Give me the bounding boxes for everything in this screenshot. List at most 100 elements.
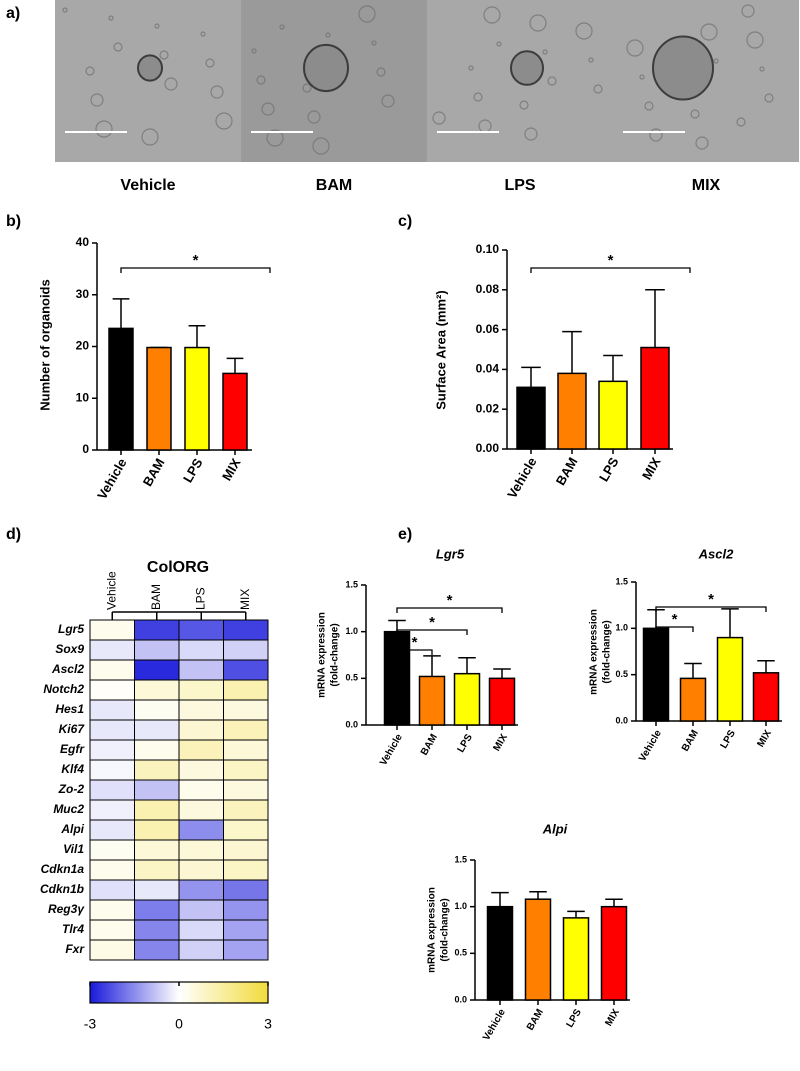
x-tick-label: BAM	[553, 455, 581, 488]
bar	[679, 677, 707, 722]
y-tick-label: 1.5	[454, 854, 467, 864]
heatmap-cell	[89, 679, 135, 701]
heatmap-cell	[178, 639, 224, 661]
x-tick-label: BAM	[680, 728, 701, 753]
heatmap-cell	[223, 639, 269, 661]
debris	[62, 7, 68, 13]
x-tick-label: LPS	[596, 454, 622, 484]
debris	[256, 75, 266, 85]
heatmap-cell	[223, 759, 269, 781]
x-tick-label: MIX	[603, 1007, 622, 1028]
row-label: Hes1	[55, 702, 84, 716]
heatmap-cell	[134, 799, 180, 821]
heatmap-cell	[89, 759, 135, 781]
heatmap-cell	[134, 739, 180, 761]
heatmap-cell	[134, 839, 180, 861]
heatmap-cell	[223, 699, 269, 721]
debris	[90, 93, 104, 107]
y-tick-label: 10	[76, 390, 90, 404]
debris	[279, 24, 285, 30]
debris	[713, 58, 719, 64]
debris	[542, 49, 548, 55]
image-label: Vehicle	[120, 177, 175, 194]
heatmap-cell	[89, 799, 135, 821]
row-label: Fxr	[65, 942, 85, 956]
heatmap-cell	[89, 819, 135, 841]
debris	[547, 76, 557, 86]
debris	[85, 66, 95, 76]
debris	[371, 40, 377, 46]
debris	[588, 57, 594, 63]
y-tick-label: 20	[76, 339, 90, 353]
row-label: Notch2	[43, 682, 84, 696]
y-tick-label: 1.0	[615, 623, 628, 633]
row-label: Alpi	[60, 822, 84, 836]
debris	[593, 84, 603, 94]
row-label: Reg3γ	[48, 902, 85, 916]
y-tick-label: 0.0	[345, 719, 358, 729]
heatmap-cell	[134, 859, 180, 881]
heatmap-cell	[134, 879, 180, 901]
debris	[205, 58, 215, 68]
y-tick-label: 0.5	[345, 673, 358, 683]
y-tick-label: 0.06	[476, 322, 500, 336]
y-tick-label: 40	[76, 235, 90, 249]
x-tick-label: Vehicle	[481, 1007, 508, 1043]
y-axis-label: mRNA expression	[427, 887, 438, 973]
heatmap-cell	[89, 839, 135, 861]
debris	[381, 94, 395, 108]
y-tick-label: 0.00	[476, 441, 500, 455]
heatmap-cell	[89, 779, 135, 801]
debris	[496, 41, 502, 47]
x-tick-label: MIX	[639, 454, 664, 482]
debris	[261, 102, 275, 116]
organoid	[510, 50, 544, 86]
heatmap-cell	[178, 619, 224, 641]
row-label: Ki67	[59, 722, 86, 736]
chart-title: Ascl2	[698, 546, 734, 561]
bar	[562, 917, 590, 1001]
heatmap-cell	[223, 879, 269, 901]
significance-label: *	[672, 611, 678, 628]
y-tick-label: 0.10	[476, 242, 500, 256]
heatmap-cell	[223, 679, 269, 701]
y-tick-label: 1.5	[615, 576, 628, 586]
heatmap-cell	[178, 899, 224, 921]
panel-label: c)	[398, 213, 412, 230]
debris	[154, 23, 160, 29]
panel-label: d)	[6, 526, 21, 543]
significance-label: *	[193, 252, 199, 269]
significance-bracket	[530, 267, 691, 273]
x-tick-label: MIX	[219, 455, 244, 483]
significance-bracket	[120, 267, 271, 273]
heatmap-cell	[223, 779, 269, 801]
bar	[222, 372, 248, 451]
row-label: Tlr4	[62, 922, 84, 936]
bar	[752, 672, 780, 722]
debris	[164, 77, 178, 91]
heatmap-cell	[134, 939, 180, 961]
heatmap-cell	[223, 659, 269, 681]
row-label: Cdkn1b	[40, 882, 84, 896]
x-tick-label: LPS	[719, 728, 738, 751]
bar	[488, 677, 516, 726]
heatmap-cell	[134, 919, 180, 941]
bar	[453, 672, 481, 726]
x-tick-label: Vehicle	[637, 728, 664, 764]
organoid	[137, 54, 163, 82]
debris	[690, 109, 700, 119]
debris	[700, 23, 718, 41]
y-tick-label: 0.08	[476, 282, 500, 296]
debris	[468, 65, 474, 71]
y-tick-label: 0.5	[615, 669, 628, 679]
heatmap-cell	[134, 899, 180, 921]
heatmap-cell	[134, 619, 180, 641]
row-label: Klf4	[61, 762, 84, 776]
column-label: BAM	[149, 584, 163, 610]
colorbar-tick-label: -3	[84, 1016, 97, 1032]
x-tick-label: BAM	[419, 732, 440, 757]
debris	[376, 67, 386, 77]
significance-label: *	[708, 591, 714, 608]
heatmap-cell	[178, 819, 224, 841]
